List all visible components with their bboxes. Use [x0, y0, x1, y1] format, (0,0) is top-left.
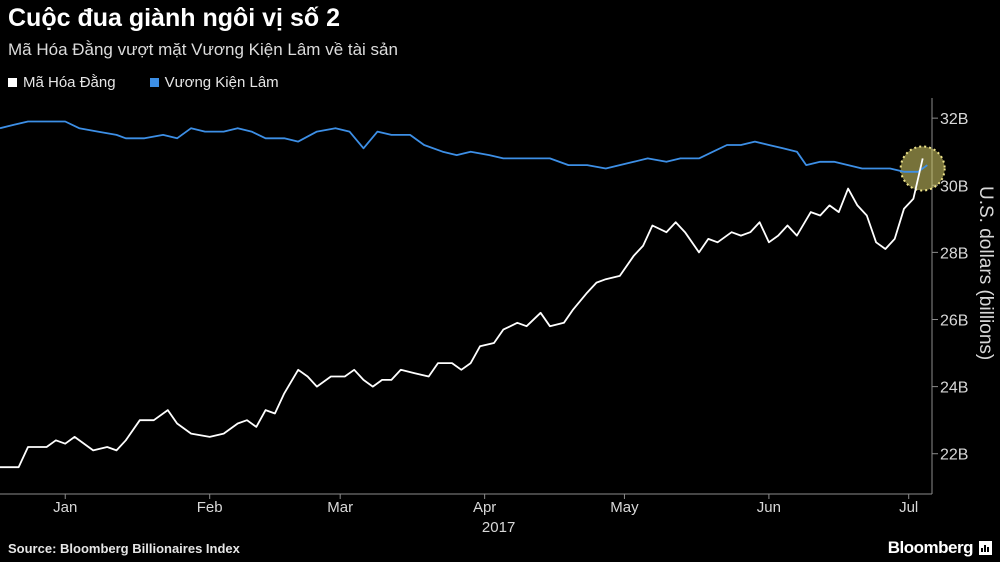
chart-legend: Mã Hóa Đằng Vương Kiện Lâm — [8, 74, 279, 91]
y-tick-label-24: 24B — [940, 380, 968, 397]
legend-item-wang: Vương Kiện Lâm — [149, 74, 279, 91]
legend-swatch-ma — [8, 78, 17, 87]
series-line-wang — [0, 120, 928, 173]
x-tick-label-jul: Jul — [899, 499, 918, 516]
series-line-ma — [0, 158, 924, 469]
bar-chart-icon — [979, 541, 992, 555]
y-tick-label-26: 26B — [940, 312, 968, 329]
x-tick-label-jun: Jun — [757, 499, 781, 516]
brand-name: Bloomberg — [887, 538, 974, 557]
source-note: Source: Bloomberg Billionaires Index — [8, 541, 240, 556]
chart-title: Cuộc đua giành ngôi vị số 2 — [8, 4, 340, 32]
x-tick-label-may: May — [610, 499, 639, 516]
y-tick-label-28: 28B — [940, 245, 968, 262]
y-tick-label-32: 32B — [940, 111, 968, 128]
y-tick-label-22: 22B — [940, 447, 968, 464]
x-tick-label-jan: Jan — [53, 499, 77, 516]
x-tick-label-feb: Feb — [197, 499, 223, 516]
x-year-label: 2017 — [482, 519, 515, 536]
legend-item-ma: Mã Hóa Đằng — [8, 74, 116, 91]
legend-swatch-wang — [149, 78, 159, 87]
brand-logo: Bloomberg — [888, 538, 992, 558]
x-tick-label-apr: Apr — [473, 499, 496, 516]
chart-subtitle: Mã Hóa Đằng vượt mặt Vương Kiện Lâm về t… — [8, 40, 398, 59]
x-tick-label-mar: Mar — [327, 499, 353, 516]
y-axis-label: U.S. dollars (billions) — [975, 186, 996, 360]
legend-label-wang: Vương Kiện Lâm — [164, 74, 279, 91]
y-tick-label-30: 30B — [940, 178, 968, 195]
legend-label-ma: Mã Hóa Đằng — [23, 74, 116, 91]
